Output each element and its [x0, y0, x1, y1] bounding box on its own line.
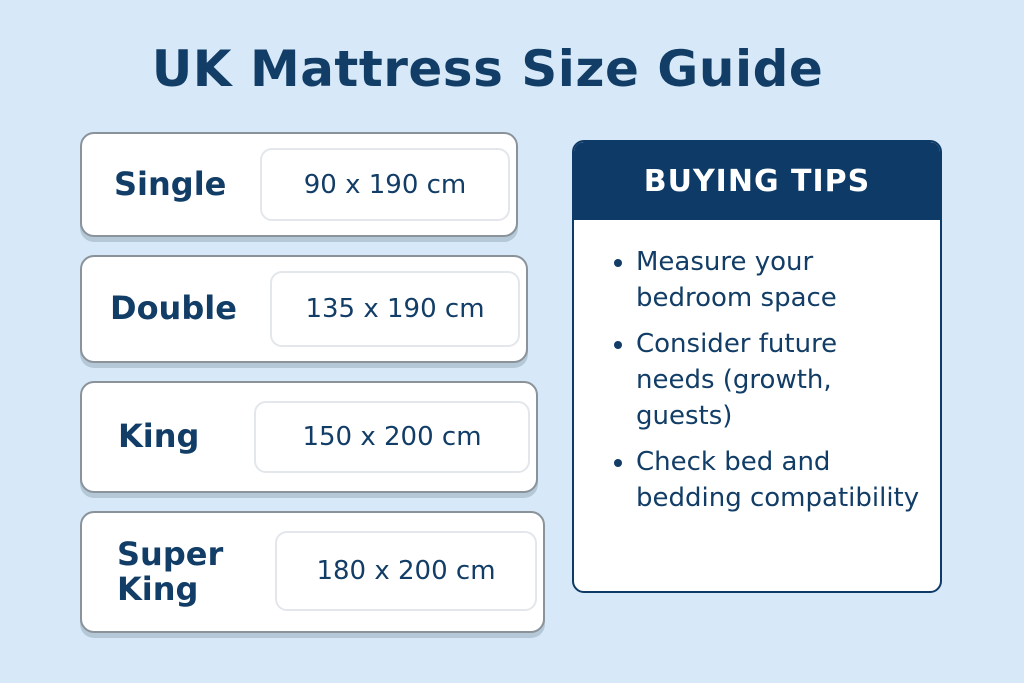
size-name: King — [118, 417, 200, 456]
size-name: Single — [114, 164, 227, 203]
size-dimensions: 180 x 200 cm — [275, 531, 537, 611]
page-title: UK Mattress Size Guide — [151, 40, 824, 98]
tips-list: Measure your bedroom space Consider futu… — [574, 220, 940, 516]
tip-item: Consider future needs (growth, guests) — [636, 326, 920, 434]
size-card-double: Double 135 x 190 cm — [80, 255, 528, 363]
size-dimensions: 90 x 190 cm — [260, 148, 510, 221]
size-dimensions: 135 x 190 cm — [270, 271, 520, 347]
size-dimensions: 150 x 200 cm — [254, 401, 530, 473]
size-card-king: King 150 x 200 cm — [80, 381, 538, 493]
size-card-super-king: Super King 180 x 200 cm — [80, 511, 545, 633]
size-card-single: Single 90 x 190 cm — [80, 132, 518, 237]
tip-item: Measure your bedroom space — [636, 244, 920, 316]
size-name: Double — [110, 289, 237, 328]
buying-tips-panel: BUYING TIPS Measure your bedroom space C… — [572, 140, 942, 593]
tip-item: Check bed and bedding compatibility — [636, 444, 920, 516]
size-name: Super King — [117, 534, 224, 608]
buying-tips-heading: BUYING TIPS — [574, 142, 940, 220]
